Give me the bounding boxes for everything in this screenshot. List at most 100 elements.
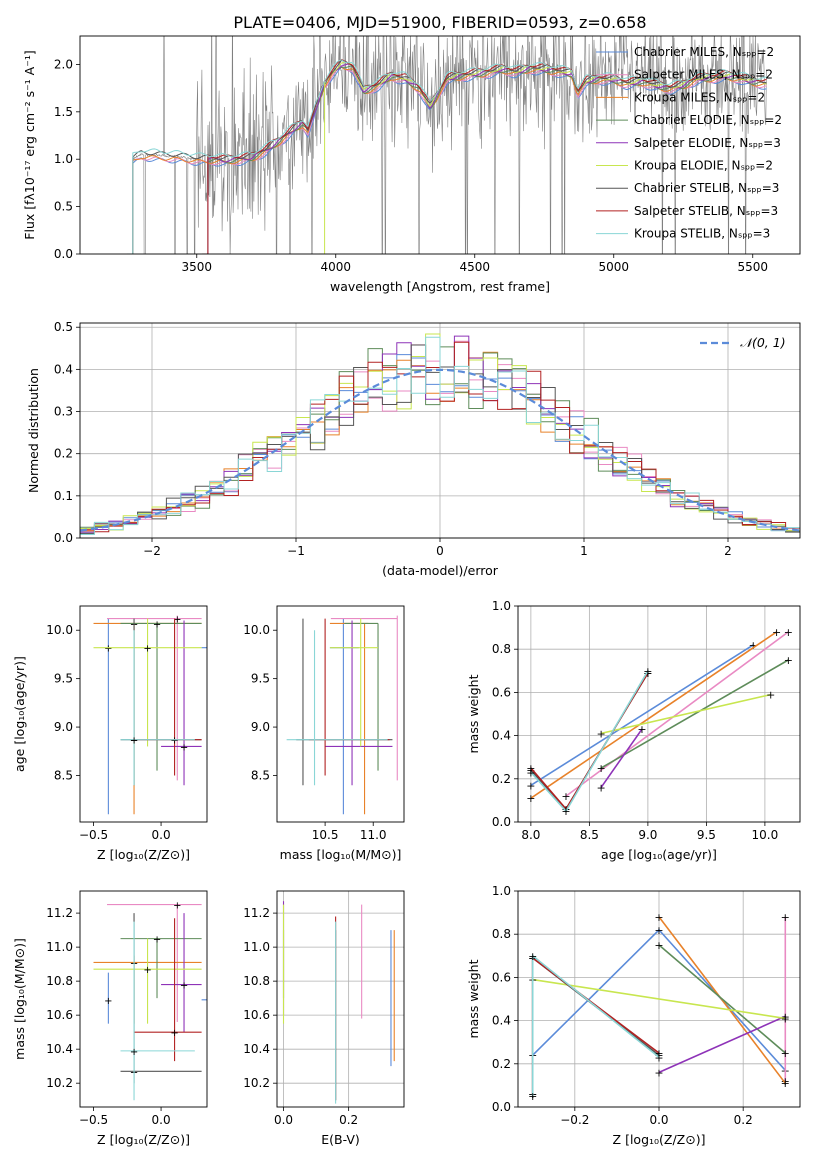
- y-tick-label: 10.4: [243, 1042, 270, 1056]
- weight-point: +: [526, 779, 535, 792]
- y-axis-label: Flux [fλ10⁻¹⁷ erg cm⁻² s⁻¹ A⁻¹]: [22, 50, 37, 239]
- panel-age-vs-mass: 10.5 11.0 8.5 9.0 9.5 10.0 mass [log₁₀(M/M⊙)]: [243, 605, 405, 862]
- y-tick-label: 0.0: [492, 1100, 511, 1114]
- x-tick-label: −1: [287, 544, 305, 558]
- weight-line: [600, 693, 771, 735]
- y-tick-label: 9.5: [54, 672, 73, 686]
- x-tick-label: 11.0: [360, 828, 387, 842]
- y-tick-label: 0.5: [54, 200, 73, 214]
- weight-point: +: [643, 665, 652, 678]
- weight-point: +: [781, 1010, 790, 1023]
- weight-point: +: [643, 667, 652, 680]
- x-tick-label: 1: [580, 544, 588, 558]
- y-tick-label: 10.6: [46, 1008, 73, 1022]
- y-axis-label: Normed distribution: [26, 368, 41, 493]
- y-tick-label: 9.5: [251, 672, 270, 686]
- y-tick-label: 8.5: [251, 769, 270, 783]
- weight-point: +: [654, 1066, 663, 1079]
- x-axis-label: wavelength [Angstrom, rest frame]: [330, 279, 550, 294]
- weight-point: +: [654, 1049, 663, 1062]
- plot-area: +++++++++: [93, 615, 207, 815]
- y-tick-label: 10.2: [243, 1076, 270, 1090]
- weight-line: [531, 954, 660, 1097]
- weight-point: +: [654, 1051, 663, 1064]
- weight-point: +: [654, 939, 663, 952]
- x-tick-label: 0.0: [649, 1113, 668, 1127]
- y-tick-label: 8.5: [54, 769, 73, 783]
- data-point: +: [153, 935, 161, 946]
- x-tick-label: 4500: [459, 260, 490, 274]
- x-tick-label: 9.5: [697, 828, 716, 842]
- x-tick-label: 9.0: [638, 828, 657, 842]
- x-tick-label: 5500: [737, 260, 768, 274]
- y-tick-label: 2.0: [54, 57, 73, 71]
- y-tick-label: 10.8: [46, 974, 73, 988]
- y-tick-label: 0.0: [54, 531, 73, 545]
- weight-point: +: [526, 792, 535, 805]
- y-tick-label: 0.6: [492, 685, 511, 699]
- weight-point: +: [784, 626, 793, 639]
- y-axis-label: mass [log₁₀(M/M⊙)]: [12, 938, 27, 1060]
- weight-point: +: [596, 727, 605, 740]
- legend-entry: Kroupa MILES, Nₛₚₚ=2: [634, 90, 765, 104]
- weight-point: +: [654, 924, 663, 937]
- panel-age-vs-Z: +++++++++ −0.5 0.0 8.5 9.0 9.5 10.0 Z [log₁₀(Z/…: [12, 605, 208, 862]
- weight-point: +: [561, 803, 570, 816]
- plot-area: +++++++++: [93, 901, 207, 1101]
- y-tick-label: 10.2: [46, 1076, 73, 1090]
- weight-point: +: [766, 689, 775, 702]
- x-axis-label: E(B-V): [321, 1132, 360, 1147]
- plot-area: [286, 615, 398, 815]
- weight-point: +: [781, 1075, 790, 1088]
- y-tick-label: 9.0: [251, 720, 270, 734]
- data-point: +: [143, 644, 151, 655]
- x-tick-label: 0.0: [152, 828, 171, 842]
- x-tick-label: 0.0: [274, 1113, 293, 1127]
- y-tick-label: 1.0: [54, 152, 73, 166]
- x-tick-label: 2: [724, 544, 732, 558]
- weight-line: [658, 944, 786, 1054]
- model-spectrum: [127, 59, 767, 254]
- weight-point: +: [526, 766, 535, 779]
- y-tick-label: 10.4: [46, 1042, 73, 1056]
- panel-mass-vs-Z: +++++++++−0.50.010.210.410.610.811.011.2…: [12, 890, 208, 1147]
- weight-point: +: [654, 911, 663, 924]
- axes-frame: [517, 890, 801, 1108]
- y-tick-label: 1.0: [492, 599, 511, 613]
- axes-frame: [517, 605, 801, 823]
- weight-line: [530, 644, 754, 786]
- y-tick-label: 0.4: [54, 362, 73, 376]
- x-tick-label: 8.0: [521, 828, 540, 842]
- x-tick-label: 10.5: [312, 828, 339, 842]
- x-tick-label: 5000: [598, 260, 629, 274]
- y-tick-label: 0.0: [492, 815, 511, 829]
- y-tick-label: 0.5: [54, 320, 73, 334]
- weight-line: [565, 631, 789, 797]
- x-tick-label: −0.5: [79, 828, 108, 842]
- legend-entry: Chabrier STELIB, Nₛₚₚ=3: [634, 181, 779, 195]
- weight-point: +: [781, 1077, 790, 1090]
- plot-area: +++++++++++++++++++++: [526, 626, 793, 818]
- plot-area: ++++++++++++++++++++++: [528, 911, 790, 1103]
- y-tick-label: 0.4: [492, 1014, 511, 1028]
- panel-weight-vs-age: +++++++++++++++++++++ 8.0 8.5 9.0 9.5 10.0 0.0…: [466, 599, 801, 862]
- weight-point: +: [749, 639, 758, 652]
- y-tick-label: 1.0: [492, 884, 511, 898]
- x-axis-label: Z [log₁₀(Z/Z⊙)]: [613, 1132, 706, 1147]
- weight-line: [658, 1015, 786, 1074]
- normal-curve: [80, 368, 800, 532]
- y-tick-label: 11.2: [46, 906, 73, 920]
- y-tick-label: 0.8: [492, 927, 511, 941]
- axes-frame: [276, 605, 405, 823]
- weight-point: +: [781, 1047, 790, 1060]
- figure-title: PLATE=0406, MJD=51900, FIBERID=0593, z=0…: [233, 13, 646, 32]
- weight-point: +: [596, 781, 605, 794]
- weight-point: +: [781, 1012, 790, 1025]
- axes-frame: [79, 605, 208, 823]
- axes-frame: [276, 890, 405, 1108]
- data-point: +: [130, 1047, 138, 1058]
- x-tick-label: 4000: [320, 260, 351, 274]
- legend-entry: 𝒩(0, 1): [740, 335, 786, 350]
- weight-line: [531, 956, 660, 1094]
- x-tick-label: −0.2: [560, 1113, 589, 1127]
